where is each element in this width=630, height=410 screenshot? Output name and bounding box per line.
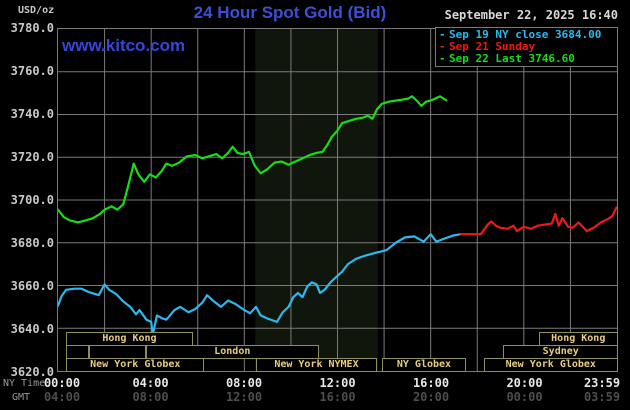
plot-area — [57, 28, 618, 372]
price-chart-svg — [58, 29, 617, 371]
legend-entry-label: Sep 22 Last 3746.60 — [449, 52, 575, 65]
legend-entry-label: Sep 19 NY close 3684.00 — [449, 28, 602, 41]
x-tick-gmt: 03:59 — [583, 390, 621, 404]
legend-dash-icon: - — [439, 28, 446, 41]
x-tick-gmt: 08:00 — [132, 390, 169, 404]
x-tick-gmt: 00:00 — [506, 390, 543, 404]
session-box-new-york-globex: New York Globex — [483, 358, 618, 372]
y-tick-label: 3760.0 — [10, 64, 54, 78]
price-line — [58, 233, 463, 336]
x-tick-ny: 00:00 — [43, 376, 81, 390]
y-tick-label: 3720.0 — [10, 150, 54, 164]
legend-entry: - Sep 22 Last 3746.60 — [439, 53, 617, 65]
ny-time-axis-label: NY Time — [3, 378, 46, 389]
legend-entry-label: Sep 21 Sunday — [449, 40, 536, 53]
session-box-hong-kong: Hong Kong — [66, 332, 193, 346]
x-tick-ny: 12:00 — [319, 376, 356, 390]
y-tick-label: 3640.0 — [10, 322, 54, 336]
x-tick-gmt: 12:00 — [225, 390, 263, 404]
x-tick-ny: 20:00 — [506, 376, 543, 390]
legend-dash-icon: - — [439, 52, 446, 65]
legend-box: - Sep 19 NY close 3684.00- Sep 21 Sunday - S… — [435, 27, 618, 67]
session-box-hong-kong: Hong Kong — [538, 332, 618, 346]
x-tick-gmt: 20:00 — [412, 390, 450, 404]
x-tick-ny: 04:00 — [132, 376, 169, 390]
y-tick-label: 3660.0 — [10, 279, 54, 293]
page-title: 24 Hour Spot Gold (Bid) — [193, 3, 387, 22]
y-tick-label: 3780.0 — [10, 21, 54, 35]
price-line — [58, 95, 448, 224]
session-box-london: London — [145, 345, 319, 359]
x-tick-gmt: 04:00 — [43, 390, 81, 404]
legend-dash-icon: - — [439, 40, 446, 53]
x-tick-ny: 16:00 — [412, 376, 450, 390]
session-box-new-york-globex: New York Globex — [66, 358, 205, 372]
x-tick-gmt: 16:00 — [319, 390, 356, 404]
price-line — [459, 206, 617, 236]
y-tick-label: 3740.0 — [10, 107, 54, 121]
session-box — [88, 345, 146, 359]
session-box — [66, 345, 89, 359]
unit-label: USD/oz — [18, 5, 55, 16]
datetime-label: September 22, 2025 16:40 — [444, 8, 618, 22]
x-tick-ny: 08:00 — [225, 376, 263, 390]
gmt-axis-label: GMT — [12, 392, 31, 403]
y-tick-label: 3680.0 — [10, 236, 54, 250]
x-tick-ny: 23:59 — [583, 376, 621, 390]
y-tick-label: 3620.0 — [10, 365, 54, 379]
session-box-sydney: Sydney — [503, 345, 618, 359]
y-tick-label: 3700.0 — [10, 193, 54, 207]
legend-entry: - Sep 21 Sunday — [439, 41, 617, 53]
kitco-watermark-link[interactable]: www.kitco.com — [62, 36, 186, 55]
legend-entry: - Sep 19 NY close 3684.00 — [439, 29, 617, 41]
session-box-new-york-nymex: New York NYMEX — [255, 358, 378, 372]
session-box-ny-globex: NY Globex — [381, 358, 467, 372]
